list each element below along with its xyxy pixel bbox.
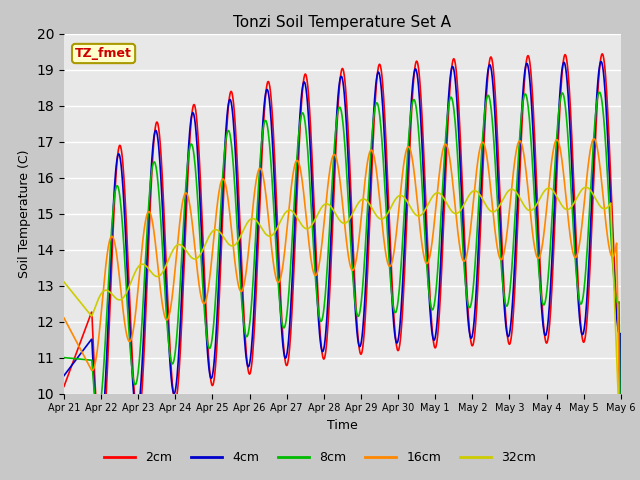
Text: TZ_fmet: TZ_fmet [75,47,132,60]
X-axis label: Time: Time [327,419,358,432]
Title: Tonzi Soil Temperature Set A: Tonzi Soil Temperature Set A [234,15,451,30]
Legend: 2cm, 4cm, 8cm, 16cm, 32cm: 2cm, 4cm, 8cm, 16cm, 32cm [99,446,541,469]
Y-axis label: Soil Temperature (C): Soil Temperature (C) [18,149,31,278]
